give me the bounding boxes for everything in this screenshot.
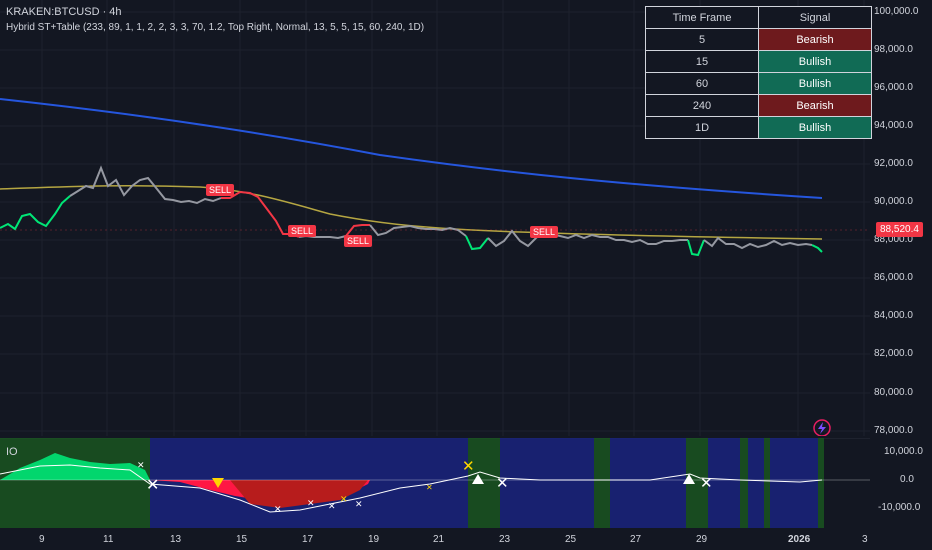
white-up-triangle-icon: [683, 474, 695, 484]
osc-axis-label: 0.0: [900, 474, 914, 485]
price-axis-label: 94,000.0: [874, 120, 913, 131]
osc-axis-label: -10,000.0: [878, 502, 921, 513]
cross-marker-icon: ✕: [328, 502, 336, 512]
price-axis-label: 90,000.0: [874, 196, 913, 207]
cross-marker-icon: ✕: [426, 483, 433, 492]
osc-axis-label: 10,000.0: [884, 446, 923, 457]
price-bull-segment-3: [687, 239, 705, 257]
cross-marker-icon: ✕: [137, 461, 145, 471]
signal-cell: Bearish: [758, 28, 872, 51]
ema-long-line: [0, 98, 823, 199]
price-neutral-segment: [69, 165, 222, 205]
table-row: 1D Bullish: [645, 116, 872, 139]
price-axis-label: 100,000.0: [874, 6, 919, 17]
price-axis-label: 78,000.0: [874, 425, 913, 436]
white-up-triangle-icon: [472, 474, 484, 484]
price-axis-label: 98,000.0: [874, 44, 913, 55]
ema-mid-line: [0, 184, 823, 240]
price-neutral-segment-4: [487, 229, 688, 248]
time-axis-label: 19: [368, 534, 380, 545]
cross-marker-icon: ✕: [340, 495, 348, 505]
timeframe-cell: 60: [645, 72, 759, 95]
cross-marker-icon: ✕: [307, 499, 315, 509]
yellow-down-triangle-icon: [212, 478, 224, 488]
indicator-title: Hybrid ST+Table (233, 89, 1, 1, 2, 2, 3,…: [6, 22, 425, 33]
osc-signal-line: [0, 464, 823, 513]
signal-table: Time Frame Signal 5 Bearish 15 Bullish 6…: [645, 6, 872, 139]
table-header-signal: Signal: [758, 6, 872, 29]
cross-marker-icon: ✕: [496, 474, 509, 492]
price-axis-label: 82,000.0: [874, 348, 913, 359]
table-header-timeframe: Time Frame: [645, 6, 759, 29]
price-chart[interactable]: [0, 0, 870, 436]
time-axis-label: 29: [696, 534, 708, 545]
table-row: 15 Bullish: [645, 50, 872, 73]
signal-cell: Bullish: [758, 72, 872, 95]
table-row: 240 Bearish: [645, 94, 872, 117]
cross-marker-icon: ✕: [355, 500, 363, 510]
time-axis-label: 3: [862, 534, 868, 545]
price-bear-segment: [221, 190, 300, 238]
price-bull-segment-2: [465, 235, 489, 251]
time-axis-label: 23: [499, 534, 511, 545]
time-axis-label: 27: [630, 534, 642, 545]
time-axis-label: 9: [39, 534, 45, 545]
osc-bull-area: [0, 453, 150, 480]
price-neutral-segment-3: [369, 224, 467, 237]
time-axis-label: 21: [433, 534, 445, 545]
sell-signal-label: SELL: [206, 184, 235, 196]
cross-marker-icon: ✕: [146, 475, 159, 494]
timeframe-cell: 1D: [645, 116, 759, 139]
price-axis-label: 96,000.0: [874, 82, 913, 93]
time-axis-label: 15: [236, 534, 248, 545]
time-axis-label: 25: [565, 534, 577, 545]
signal-cell: Bullish: [758, 116, 872, 139]
timeframe-cell: 15: [645, 50, 759, 73]
cross-marker-icon: ✕: [462, 457, 475, 475]
grid: [0, 0, 870, 436]
time-axis-label: 11: [103, 534, 114, 545]
price-bull-segment-4: [811, 244, 823, 253]
price-axis-label: 86,000.0: [874, 272, 913, 283]
time-axis-label: 13: [170, 534, 182, 545]
sell-signal-label: SELL: [288, 225, 317, 237]
price-axis-label: 84,000.0: [874, 310, 913, 321]
cross-marker-icon: ✕: [700, 474, 713, 492]
table-row: 60 Bullish: [645, 72, 872, 95]
sell-signal-label: SELL: [344, 235, 373, 247]
signal-cell: Bearish: [758, 94, 872, 117]
timeframe-cell: 5: [645, 28, 759, 51]
price-axis-label: 92,000.0: [874, 158, 913, 169]
cross-marker-icon: ✕: [274, 505, 282, 515]
signal-cell: Bullish: [758, 50, 872, 73]
symbol-title: KRAKEN:BTCUSD · 4h: [6, 6, 122, 18]
price-axis-label: 88,000.0: [874, 234, 913, 245]
oscillator-pane[interactable]: ✕ ✕ ✕ ✕ ✕ ✕ ✕ ✕ ✕ ✕ ✕: [0, 438, 870, 528]
time-axis-label: 2026: [788, 534, 811, 545]
price-neutral-segment-5: [703, 236, 813, 250]
price-bear-segment-2: [345, 224, 370, 237]
current-price-badge: 88,520.4: [876, 222, 923, 237]
price-bull-segment: [0, 195, 71, 231]
lightning-icon[interactable]: [813, 419, 831, 436]
price-axis-label: 80,000.0: [874, 387, 913, 398]
table-row: 5 Bearish: [645, 28, 872, 51]
time-axis-label: 17: [302, 534, 314, 545]
timeframe-cell: 240: [645, 94, 759, 117]
oscillator-label: IO: [6, 446, 18, 458]
sell-signal-label: SELL: [530, 226, 559, 238]
